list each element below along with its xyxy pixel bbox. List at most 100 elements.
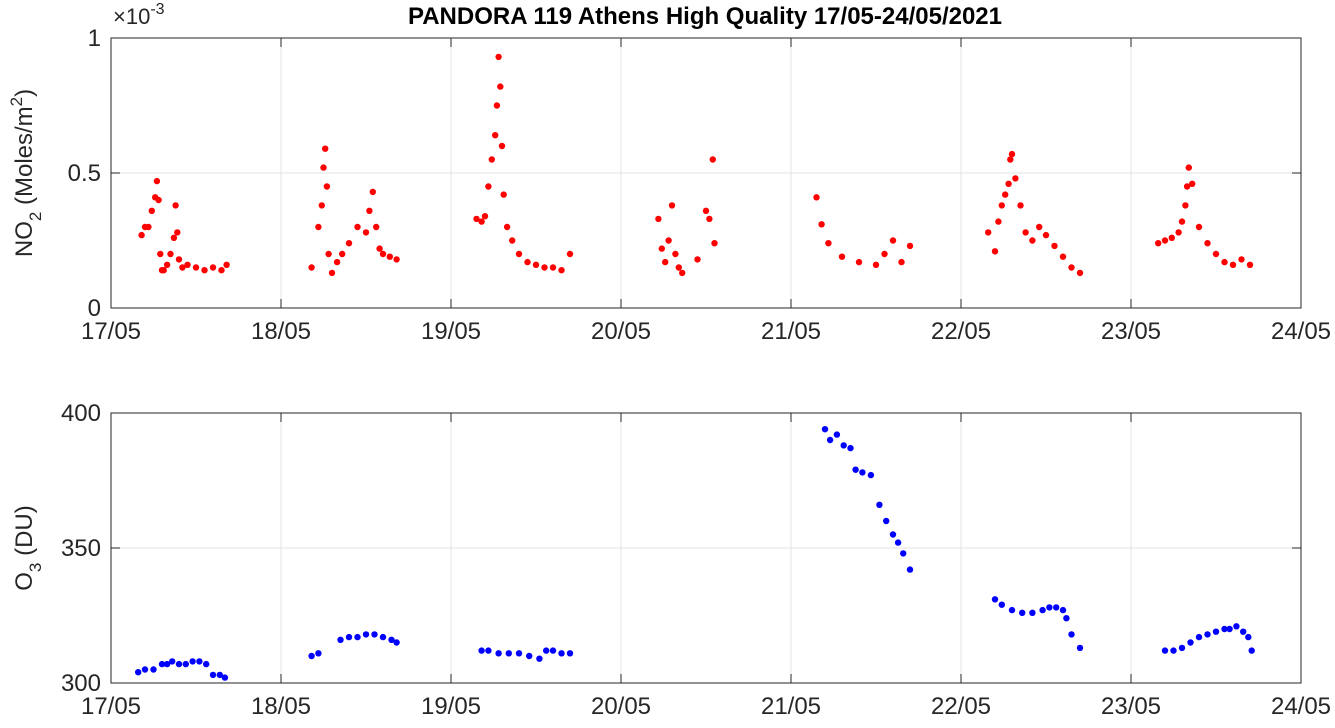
data-point: [1246, 261, 1254, 268]
data-point: [223, 261, 230, 268]
data-point: [549, 647, 557, 654]
data-point: [175, 660, 183, 668]
data-point: [308, 264, 315, 271]
x-tick-label: 21/05: [761, 693, 821, 720]
data-point: [158, 660, 166, 668]
data-point: [543, 647, 550, 654]
data-point: [536, 655, 543, 662]
data-point: [141, 666, 149, 673]
y-tick-label: 0.5: [68, 160, 101, 187]
data-point: [709, 156, 716, 163]
data-point: [189, 658, 196, 665]
data-point: [840, 442, 847, 449]
data-point: [847, 444, 854, 452]
data-point: [826, 436, 834, 444]
data-point: [679, 269, 686, 277]
o3-panel: 17/05 18/05 19/05 20/05 21/05 22/05 23/05 24/05…: [11, 400, 1331, 720]
data-point: [852, 466, 859, 473]
data-point: [328, 269, 336, 277]
data-point: [1248, 647, 1255, 654]
x-tick-label: 24/05: [1271, 693, 1331, 720]
data-point: [1212, 628, 1220, 635]
data-point: [135, 669, 142, 676]
data-point: [665, 237, 672, 244]
data-point: [209, 264, 217, 271]
data-point: [1195, 633, 1203, 641]
x-tick-label: 22/05: [931, 318, 991, 345]
data-point: [1002, 191, 1009, 198]
y-tick-label: 1: [88, 25, 101, 52]
data-point: [1229, 261, 1237, 268]
data-point: [388, 636, 395, 643]
data-point: [1183, 183, 1191, 190]
data-point: [379, 633, 387, 641]
data-point: [369, 188, 376, 196]
data-point: [1221, 625, 1228, 633]
data-point: [1170, 647, 1177, 654]
data-point: [323, 183, 331, 190]
data-point: [339, 250, 346, 258]
data-point: [503, 223, 511, 231]
data-point: [1182, 202, 1189, 209]
data-point: [495, 650, 502, 657]
data-point: [354, 223, 361, 231]
data-point: [813, 194, 820, 201]
data-point: [859, 469, 866, 476]
data-point: [498, 142, 506, 150]
x-tick-label: 17/05: [81, 693, 141, 720]
data-point: [1036, 223, 1043, 231]
data-point: [333, 258, 341, 266]
data-point: [218, 267, 225, 274]
y-tick-label: 0: [88, 295, 101, 322]
data-point: [1076, 269, 1084, 277]
data-point: [995, 218, 1002, 225]
data-point: [150, 666, 157, 673]
data-point: [160, 267, 167, 274]
data-point: [1204, 631, 1211, 638]
x-tick-label: 20/05: [591, 318, 651, 345]
data-point: [362, 229, 370, 236]
data-point: [515, 250, 523, 258]
data-point: [658, 245, 665, 252]
data-point: [322, 145, 329, 152]
data-point: [308, 652, 315, 660]
data-point: [1059, 606, 1067, 614]
data-point: [558, 650, 565, 657]
data-point: [155, 196, 162, 204]
data-point: [1195, 223, 1203, 231]
data-point: [532, 261, 540, 268]
data-point: [1068, 264, 1075, 271]
data-point: [500, 191, 507, 198]
data-point: [172, 202, 179, 209]
data-point: [668, 202, 676, 209]
x-tick-label: 17/05: [81, 318, 141, 345]
data-point: [478, 647, 485, 654]
data-point: [1155, 240, 1162, 247]
data-point: [481, 213, 489, 220]
data-point: [497, 83, 504, 90]
y-tick-label: 400: [61, 400, 101, 427]
data-point: [541, 264, 548, 271]
data-point: [221, 674, 229, 681]
data-point: [505, 650, 512, 657]
x-tick-label: 21/05: [761, 318, 821, 345]
data-point: [1053, 604, 1060, 611]
data-point: [906, 242, 914, 250]
data-point: [1005, 180, 1012, 187]
data-point: [203, 660, 210, 668]
x-tick-label: 20/05: [591, 693, 651, 720]
data-point: [192, 264, 200, 271]
data-point: [566, 650, 574, 657]
data-point: [153, 177, 161, 185]
data-point: [1029, 609, 1036, 616]
data-point: [493, 102, 501, 109]
data-point: [495, 53, 502, 61]
data-point: [1178, 218, 1186, 225]
data-point: [145, 223, 152, 231]
no2-panel: 17/05 18/05 19/05 20/05 21/05 22/05 23/05 24/05…: [7, 1, 1331, 345]
data-point: [201, 267, 208, 274]
data-point: [337, 636, 344, 643]
data-point: [998, 202, 1005, 209]
data-point: [1022, 229, 1029, 236]
